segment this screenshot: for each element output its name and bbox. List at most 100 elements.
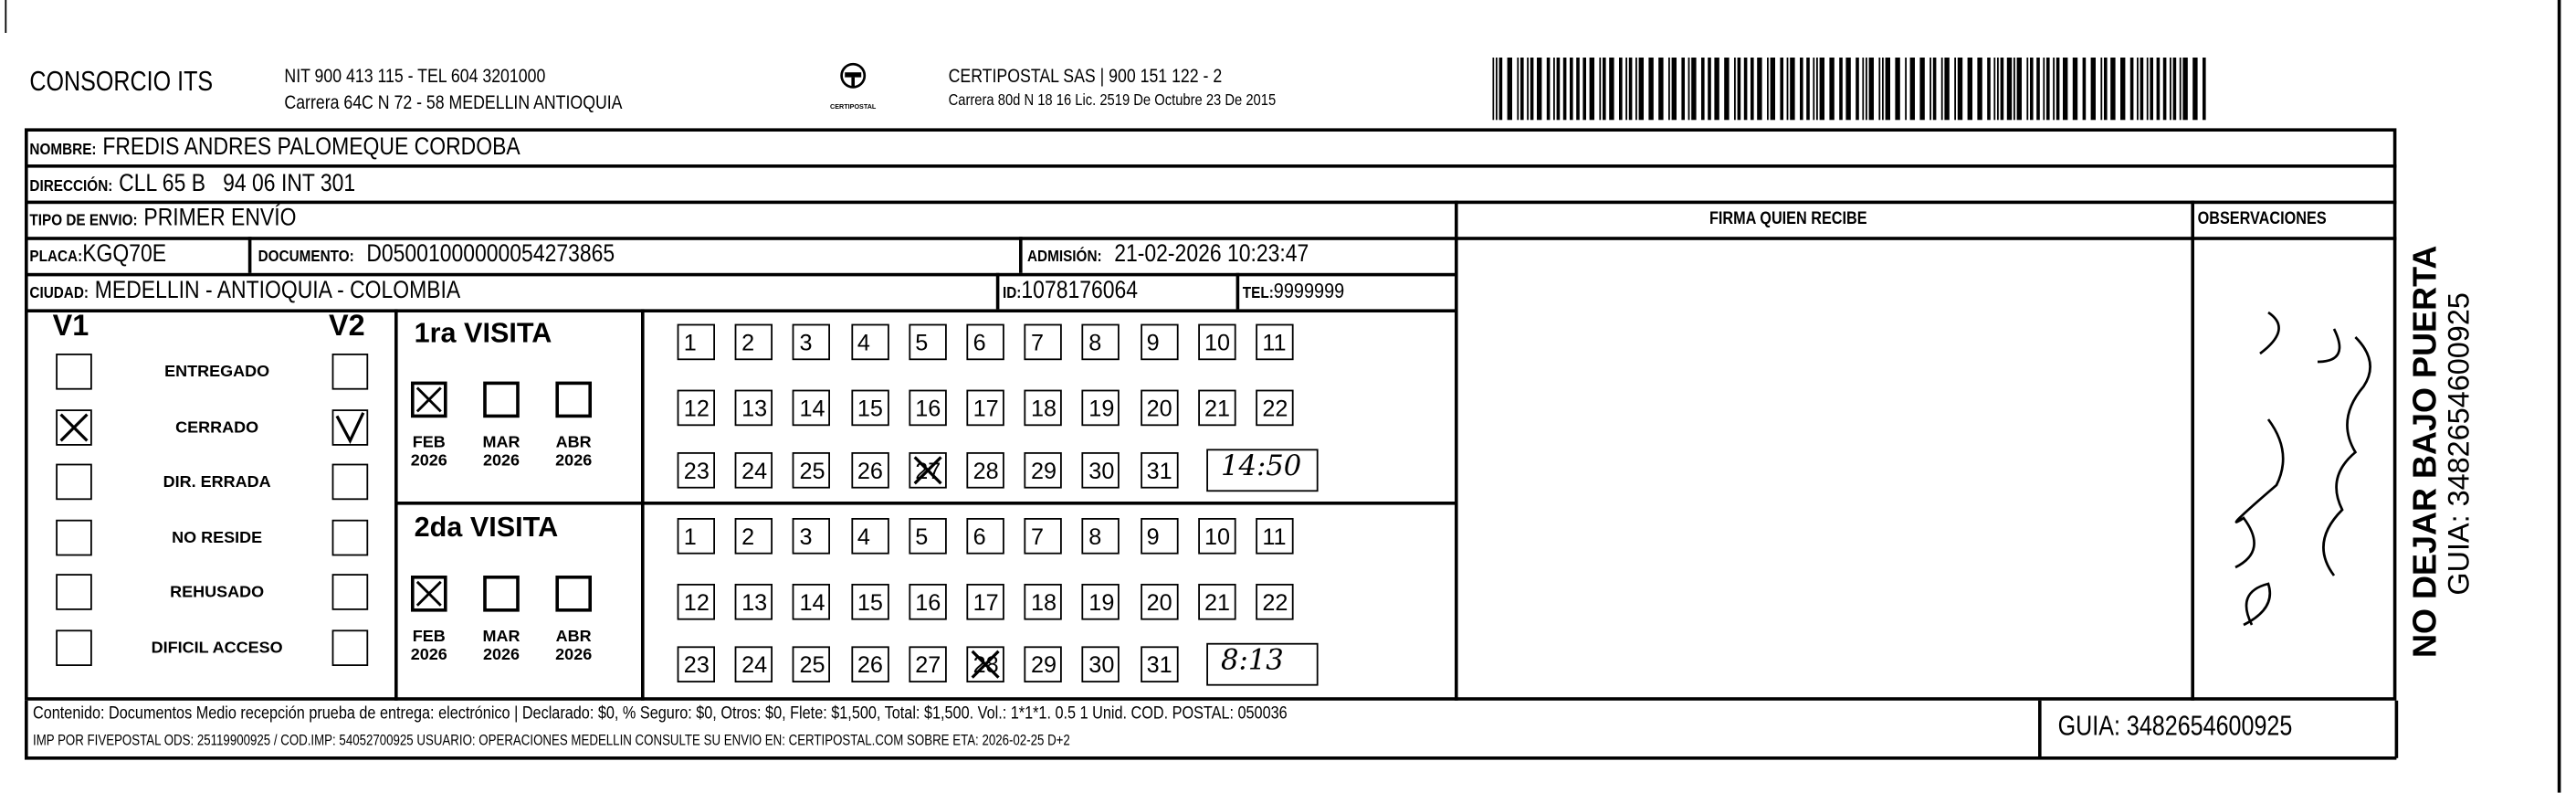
- month-checkbox[interactable]: [483, 576, 520, 612]
- day-box-24[interactable]: 24: [734, 646, 773, 682]
- day-box-28[interactable]: 28: [966, 452, 1004, 489]
- day-box-7[interactable]: 7: [1024, 518, 1063, 555]
- day-box-18[interactable]: 18: [1024, 584, 1063, 620]
- day-box-16[interactable]: 16: [909, 389, 947, 427]
- day-box-17[interactable]: 17: [966, 389, 1004, 427]
- day-box-15[interactable]: 15: [850, 584, 889, 620]
- day-box-16[interactable]: 16: [909, 584, 947, 620]
- month-checkbox[interactable]: [555, 576, 592, 612]
- day-box-5[interactable]: 5: [909, 518, 947, 555]
- barcode-bar: [2146, 58, 2149, 121]
- day-box-10[interactable]: 10: [1197, 323, 1236, 361]
- v1-checkbox[interactable]: [56, 408, 92, 445]
- day-box-28[interactable]: 28: [966, 646, 1004, 682]
- day-box-8[interactable]: 8: [1082, 518, 1120, 555]
- v1-checkbox[interactable]: [56, 574, 92, 610]
- day-box-12[interactable]: 12: [677, 584, 715, 620]
- month-checkbox[interactable]: [555, 381, 592, 418]
- day-box-6[interactable]: 6: [966, 518, 1004, 555]
- barcode-bar: [1603, 58, 1606, 121]
- carrier-address: Carrera 80d N 18 16 Lic. 2519 De Octubre…: [948, 91, 1277, 111]
- day-box-27[interactable]: 27: [909, 452, 947, 489]
- day-box-22[interactable]: 22: [1256, 389, 1294, 427]
- signature-area[interactable]: [1455, 237, 2191, 701]
- day-box-30[interactable]: 30: [1082, 646, 1120, 682]
- day-box-17[interactable]: 17: [966, 584, 1004, 620]
- day-box-9[interactable]: 9: [1140, 518, 1178, 555]
- day-box-13[interactable]: 13: [734, 584, 773, 620]
- month-label: FEB 2026: [410, 434, 447, 471]
- day-box-9[interactable]: 9: [1140, 323, 1178, 361]
- day-box-24[interactable]: 24: [734, 452, 773, 489]
- barcode-bar: [1816, 58, 1818, 121]
- barcode-bar: [2182, 58, 2188, 121]
- day-box-11[interactable]: 11: [1256, 323, 1294, 361]
- day-box-12[interactable]: 12: [677, 389, 715, 427]
- day-box-14[interactable]: 14: [793, 584, 831, 620]
- barcode-bar: [1878, 58, 1881, 121]
- day-box-3[interactable]: 3: [793, 518, 831, 555]
- month-checkbox[interactable]: [411, 381, 447, 418]
- v2-checkbox[interactable]: [331, 629, 369, 666]
- day-box-6[interactable]: 6: [966, 323, 1004, 361]
- barcode-bar: [1868, 58, 1874, 121]
- v2-checkbox[interactable]: [331, 463, 369, 501]
- day-box-7[interactable]: 7: [1024, 323, 1063, 361]
- visit-time-box[interactable]: 14:50: [1205, 449, 1319, 492]
- day-box-2[interactable]: 2: [734, 323, 773, 361]
- day-box-1[interactable]: 1: [677, 323, 715, 361]
- day-box-21[interactable]: 21: [1197, 584, 1236, 620]
- day-box-31[interactable]: 31: [1140, 452, 1178, 489]
- day-box-1[interactable]: 1: [677, 518, 715, 555]
- day-box-15[interactable]: 15: [850, 389, 889, 427]
- v1-checkbox[interactable]: [56, 463, 92, 501]
- v1-checkbox[interactable]: [56, 354, 92, 390]
- v2-checkbox[interactable]: [331, 354, 369, 390]
- barcode-bar: [2170, 58, 2171, 121]
- barcode-bar: [2030, 58, 2034, 121]
- day-box-4[interactable]: 4: [850, 518, 889, 555]
- barcode-bar: [1909, 58, 1915, 121]
- month-checkbox[interactable]: [483, 381, 520, 418]
- day-box-11[interactable]: 11: [1256, 518, 1294, 555]
- v2-checkbox[interactable]: [331, 574, 369, 610]
- visit-time: 14:50: [1221, 450, 1302, 484]
- v2-checkbox[interactable]: [331, 408, 369, 445]
- day-box-13[interactable]: 13: [734, 389, 773, 427]
- barcode-bar: [1671, 58, 1677, 121]
- day-box-26[interactable]: 26: [850, 452, 889, 489]
- day-box-25[interactable]: 25: [793, 646, 831, 682]
- visit-time: 8:13: [1221, 644, 1284, 678]
- day-box-22[interactable]: 22: [1256, 584, 1294, 620]
- day-box-4[interactable]: 4: [850, 323, 889, 361]
- day-box-3[interactable]: 3: [793, 323, 831, 361]
- day-box-14[interactable]: 14: [793, 389, 831, 427]
- day-box-18[interactable]: 18: [1024, 389, 1063, 427]
- certipostal-logo: CERTIPOSTAL: [825, 61, 881, 111]
- day-box-29[interactable]: 29: [1024, 452, 1063, 489]
- day-box-21[interactable]: 21: [1197, 389, 1236, 427]
- page-edge: [5, 0, 7, 33]
- month-checkbox[interactable]: [411, 576, 447, 612]
- visit-time-box[interactable]: 8:13: [1205, 642, 1319, 686]
- day-box-25[interactable]: 25: [793, 452, 831, 489]
- day-box-27[interactable]: 27: [909, 646, 947, 682]
- day-box-26[interactable]: 26: [850, 646, 889, 682]
- day-box-19[interactable]: 19: [1082, 584, 1120, 620]
- v1-checkbox[interactable]: [56, 629, 92, 666]
- day-box-8[interactable]: 8: [1082, 323, 1120, 361]
- day-box-23[interactable]: 23: [677, 452, 715, 489]
- day-box-10[interactable]: 10: [1197, 518, 1236, 555]
- day-box-20[interactable]: 20: [1140, 389, 1178, 427]
- day-box-5[interactable]: 5: [909, 323, 947, 361]
- day-box-30[interactable]: 30: [1082, 452, 1120, 489]
- day-box-2[interactable]: 2: [734, 518, 773, 555]
- day-box-23[interactable]: 23: [677, 646, 715, 682]
- day-box-19[interactable]: 19: [1082, 389, 1120, 427]
- documento-value: D05001000000054273865: [366, 239, 615, 269]
- v2-checkbox[interactable]: [331, 518, 369, 555]
- v1-checkbox[interactable]: [56, 518, 92, 555]
- day-box-29[interactable]: 29: [1024, 646, 1063, 682]
- day-box-20[interactable]: 20: [1140, 584, 1178, 620]
- day-box-31[interactable]: 31: [1140, 646, 1178, 682]
